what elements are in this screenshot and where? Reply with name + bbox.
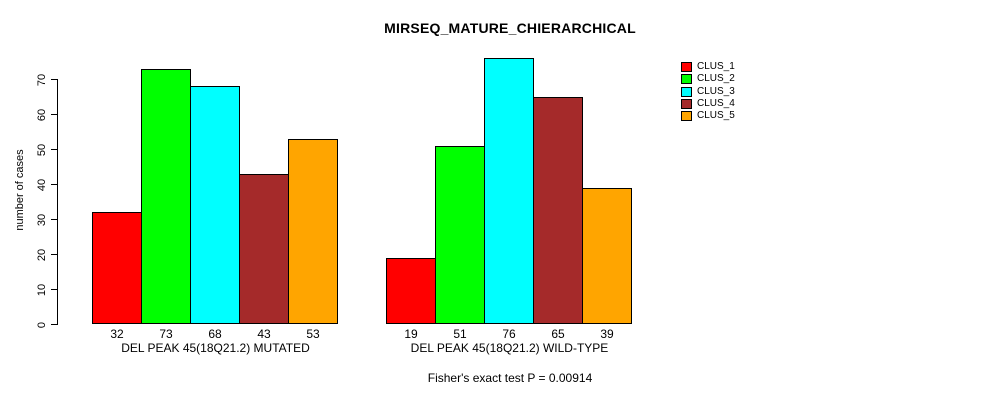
legend-item-label: CLUS_4	[697, 98, 735, 110]
bar-clus_1-group1	[92, 212, 142, 324]
bar-clus_4-group1	[239, 173, 289, 324]
y-axis-tick	[51, 79, 57, 80]
bar-clus_2-group2	[435, 145, 485, 324]
legend-item-label: CLUS_1	[697, 61, 735, 73]
bar-clus_2-group1	[141, 68, 191, 324]
legend-item-label: CLUS_5	[697, 110, 735, 122]
bar-clus_5-group1	[288, 138, 338, 324]
bar-value-label: 53	[306, 327, 320, 341]
bar-value-label: 43	[257, 327, 271, 341]
legend-swatch-icon	[681, 111, 692, 122]
bar-clus_3-group2	[484, 58, 534, 324]
bar-clus_5-group2	[582, 187, 632, 324]
legend-item-clus_1: CLUS_1	[681, 61, 735, 73]
y-axis-tick-label: 60	[36, 108, 48, 121]
bar-value-label: 73	[159, 327, 173, 341]
legend-swatch-icon	[681, 99, 692, 110]
chart-title: MIRSEQ_MATURE_CHIERARCHICAL	[384, 20, 636, 36]
legend-swatch-icon	[681, 86, 692, 97]
y-axis-tick-label: 30	[36, 213, 48, 226]
x-axis-group-label: DEL PEAK 45(18Q21.2) WILD-TYPE	[410, 341, 609, 355]
y-axis-tick-label: 50	[36, 143, 48, 156]
legend-item-label: CLUS_2	[697, 73, 735, 85]
bar-clus_4-group2	[533, 96, 583, 324]
bar-value-label: 19	[404, 327, 418, 341]
y-axis-tick-label: 10	[36, 283, 48, 296]
bar-value-label: 32	[110, 327, 124, 341]
bar-clus_1-group2	[386, 257, 436, 324]
y-axis-tick-label: 70	[36, 73, 48, 86]
legend-swatch-icon	[681, 74, 692, 85]
y-axis-tick-label: 0	[36, 321, 48, 328]
bar-clus_3-group1	[190, 86, 240, 324]
legend-swatch-icon	[681, 62, 692, 73]
y-axis-tick	[51, 149, 57, 150]
annotation-text: Fisher's exact test P = 0.00914	[427, 371, 593, 385]
y-axis-tick	[51, 184, 57, 185]
y-axis-tick-label: 40	[36, 178, 48, 191]
y-axis-tick	[51, 114, 57, 115]
y-axis-tick	[51, 289, 57, 290]
legend: CLUS_1 CLUS_2 CLUS_3 CLUS_4 CLUS_5	[681, 61, 735, 122]
legend-item-clus_3: CLUS_3	[681, 86, 735, 98]
bar-value-label: 68	[208, 327, 222, 341]
y-axis-tick	[51, 219, 57, 220]
bar-value-label: 76	[502, 327, 516, 341]
legend-item-clus_5: CLUS_5	[681, 110, 735, 122]
y-axis-tick	[51, 254, 57, 255]
y-axis-tick-label: 20	[36, 248, 48, 261]
y-axis-tick	[51, 324, 57, 325]
legend-item-clus_2: CLUS_2	[681, 73, 735, 85]
bar-value-label: 65	[551, 327, 565, 341]
y-axis-line	[57, 79, 58, 325]
x-axis-group-label: DEL PEAK 45(18Q21.2) MUTATED	[121, 341, 310, 355]
y-axis-label: number of cases	[14, 149, 26, 231]
legend-item-clus_4: CLUS_4	[681, 98, 735, 110]
bar-value-label: 51	[453, 327, 467, 341]
bar-value-label: 39	[600, 327, 614, 341]
legend-item-label: CLUS_3	[697, 85, 735, 97]
